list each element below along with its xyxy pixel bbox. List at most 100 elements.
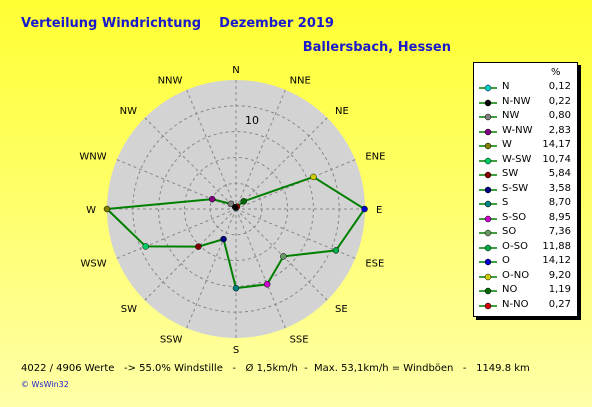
axis-label-ene: ENE <box>365 151 385 162</box>
legend-item: SO 7,36 <box>474 226 577 240</box>
axis-label-sw: SW <box>121 304 137 315</box>
legend-marker-icon <box>479 113 497 121</box>
chart-title: Verteilung Windrichtung Dezember 2019 <box>21 16 334 31</box>
legend-value: 7,36 <box>548 226 571 237</box>
axis-labels: N NNE NE ENE E ESE SE SSE S SSW SW WSW W WNW NW NNW <box>79 65 385 356</box>
legend-item: N 0,12 <box>474 81 577 95</box>
axis-label-nnw: NNW <box>158 76 183 87</box>
legend-label: SW <box>502 168 519 179</box>
ring-2 <box>183 156 289 262</box>
legend-value: 8,70 <box>548 197 571 208</box>
data-point-se <box>280 253 287 260</box>
data-point-ne <box>240 198 247 205</box>
legend-label: O <box>502 255 510 266</box>
legend-label: N-NW <box>502 95 531 107</box>
legend-item: S 8,70 <box>474 197 577 211</box>
axis-label-ese: ESE <box>365 259 384 270</box>
legend-value: 0,12 <box>548 81 571 92</box>
legend-marker-icon <box>479 142 497 150</box>
data-point-ene <box>310 173 317 181</box>
legend-label: SO <box>502 226 517 237</box>
legend-marker-icon <box>479 258 497 266</box>
legend-item: W 14,17 <box>474 139 577 153</box>
legend-value: 0,22 <box>548 95 571 107</box>
legend-value: 14,12 <box>542 255 571 266</box>
axis-label-wnw: WNW <box>79 151 106 162</box>
legend-item: O-SO 11,88 <box>474 241 577 255</box>
data-point-ssw <box>220 235 227 243</box>
legend-item: NW 0,80 <box>474 110 577 124</box>
legend-label: O-SO <box>502 240 528 252</box>
legend-marker-icon <box>479 302 497 309</box>
axis-label-wsw: WSW <box>81 259 107 270</box>
legend-label: NW <box>502 110 520 121</box>
axis-label-se: SE <box>335 304 348 315</box>
software-logo: © WsWin32 <box>21 380 69 389</box>
legend-marker-icon <box>479 171 497 179</box>
legend-marker-icon <box>479 157 497 164</box>
legend-value: 10,74 <box>542 153 571 165</box>
legend-marker-icon <box>479 287 497 295</box>
legend-value: 11,88 <box>542 240 571 252</box>
data-point-w <box>103 205 111 213</box>
axis-label-s: S <box>233 345 239 356</box>
legend-marker-icon <box>479 99 497 106</box>
legend-label: S <box>502 197 509 208</box>
data-point-nnw <box>231 203 239 211</box>
legend-value: 5,84 <box>548 168 571 179</box>
legend-value: 0,27 <box>548 298 571 310</box>
legend-value: 1,19 <box>548 284 571 295</box>
legend-header: % <box>551 67 561 78</box>
legend-marker-icon <box>479 244 497 251</box>
axis-label-ne: NE <box>335 106 349 117</box>
legend-value: 3,58 <box>548 182 571 194</box>
legend-marker-icon <box>479 215 497 222</box>
axis-label-sse: SSE <box>290 334 309 345</box>
location-label: Ballersbach, Hessen <box>302 40 451 55</box>
data-point-e <box>361 205 368 213</box>
legend-value: 9,20 <box>548 269 571 281</box>
legend-marker-icon <box>479 229 497 237</box>
legend-label: W <box>502 139 512 150</box>
data-point-wnw <box>208 195 216 203</box>
data-point-sw <box>195 243 202 250</box>
legend-item: W-SW 10,74 <box>474 154 577 168</box>
data-point-wsw <box>142 243 149 250</box>
legend-marker-icon <box>479 200 497 208</box>
legend-value: 14,17 <box>542 139 571 150</box>
axis-label-nw: NW <box>120 106 137 117</box>
legend-item: N-NO 0,27 <box>474 299 577 313</box>
legend-item: O-NO 9,20 <box>474 270 577 284</box>
legend-value: 2,83 <box>548 124 571 136</box>
legend-label: S-SO <box>502 211 527 223</box>
legend-label: NO <box>502 284 518 295</box>
legend: % N 0,12 N-NW 0,22 NW 0,80 W-NW 2,83 W 14,17 W-SW 1… <box>473 62 578 317</box>
legend-item: S-SO 8,95 <box>474 212 577 226</box>
legend-item: S-SW 3,58 <box>474 183 577 197</box>
legend-label: W-NW <box>502 124 533 136</box>
legend-label: O-NO <box>502 269 530 281</box>
axis-label-e: E <box>376 205 382 216</box>
axis-label-nne: NNE <box>290 76 311 87</box>
legend-item: W-NW 2,83 <box>474 125 577 139</box>
data-point-ese <box>332 247 340 254</box>
legend-item: O 14,12 <box>474 255 577 269</box>
data-point-s <box>232 284 240 292</box>
legend-label: W-SW <box>502 153 532 165</box>
axis-label-w: W <box>86 205 96 216</box>
legend-value: 0,80 <box>548 110 571 121</box>
data-point-nw <box>227 200 235 208</box>
data-point-sse <box>263 281 271 288</box>
legend-marker-icon <box>479 273 497 280</box>
legend-item: N-NW 0,22 <box>474 96 577 110</box>
legend-label: N <box>502 81 510 92</box>
legend-label: N-NO <box>502 298 529 310</box>
legend-value: 8,95 <box>548 211 571 223</box>
axis-label-ssw: SSW <box>160 334 183 345</box>
legend-marker-icon <box>479 186 497 193</box>
footer-summary: 4022 / 4906 Werte -> 55.0% Windstille - … <box>21 363 530 374</box>
axis-label-n: N <box>232 65 239 76</box>
legend-marker-icon <box>479 128 497 135</box>
legend-item: NO 1,19 <box>474 284 577 298</box>
